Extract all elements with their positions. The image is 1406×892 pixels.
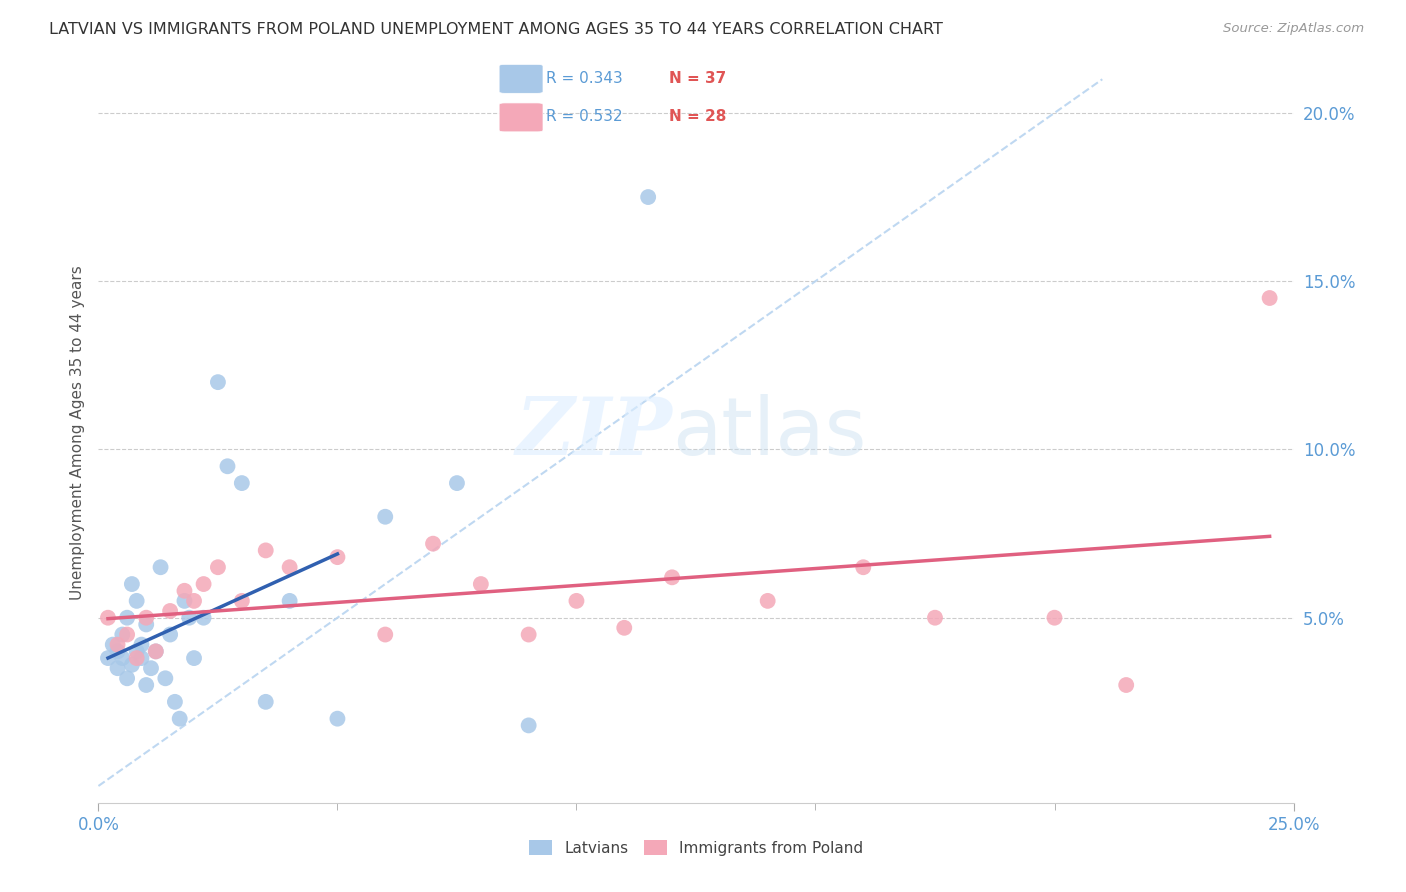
Point: [565, 594, 588, 608]
Point: [115, 671, 138, 685]
Point: [1115, 678, 1137, 692]
Point: [278, 594, 301, 608]
Point: [173, 583, 195, 598]
Point: [149, 560, 172, 574]
Point: [111, 627, 134, 641]
Point: [135, 610, 157, 624]
Point: [517, 627, 540, 641]
Point: [173, 594, 195, 608]
FancyBboxPatch shape: [499, 103, 543, 132]
Point: [145, 644, 167, 658]
Point: [183, 651, 205, 665]
Point: [139, 661, 162, 675]
Point: [254, 695, 277, 709]
Point: [97, 651, 120, 665]
Point: [163, 695, 186, 709]
Point: [254, 543, 277, 558]
Point: [97, 610, 120, 624]
Point: [1043, 610, 1066, 624]
Point: [278, 560, 301, 574]
Point: [422, 536, 444, 550]
Point: [107, 638, 129, 652]
Point: [125, 594, 148, 608]
Point: [231, 594, 253, 608]
Point: [145, 644, 167, 658]
Point: [326, 550, 349, 565]
Point: [193, 610, 215, 624]
Point: [231, 476, 253, 491]
Point: [125, 644, 148, 658]
Point: [193, 577, 215, 591]
Point: [159, 604, 181, 618]
FancyBboxPatch shape: [499, 64, 543, 94]
Point: [637, 190, 659, 204]
Text: N = 28: N = 28: [669, 109, 727, 124]
Point: [470, 577, 492, 591]
Point: [115, 610, 138, 624]
Point: [159, 627, 181, 641]
Point: [107, 661, 129, 675]
Point: [446, 476, 468, 491]
Text: atlas: atlas: [672, 393, 866, 472]
Point: [517, 718, 540, 732]
Point: [115, 627, 138, 641]
Text: ZIP: ZIP: [515, 394, 672, 471]
Text: R = 0.343: R = 0.343: [546, 71, 623, 86]
Text: LATVIAN VS IMMIGRANTS FROM POLAND UNEMPLOYMENT AMONG AGES 35 TO 44 YEARS CORRELA: LATVIAN VS IMMIGRANTS FROM POLAND UNEMPL…: [49, 22, 943, 37]
Legend: Latvians, Immigrants from Poland: Latvians, Immigrants from Poland: [523, 834, 869, 862]
Point: [374, 509, 396, 524]
Point: [374, 627, 396, 641]
Point: [852, 560, 875, 574]
Point: [756, 594, 779, 608]
Y-axis label: Unemployment Among Ages 35 to 44 years: Unemployment Among Ages 35 to 44 years: [69, 265, 84, 600]
Point: [661, 570, 683, 584]
Point: [135, 617, 157, 632]
Point: [169, 712, 191, 726]
Point: [155, 671, 177, 685]
Point: [121, 657, 143, 672]
Point: [207, 375, 229, 389]
Point: [207, 560, 229, 574]
Point: [613, 621, 636, 635]
Point: [179, 610, 201, 624]
Text: Source: ZipAtlas.com: Source: ZipAtlas.com: [1223, 22, 1364, 36]
Point: [135, 678, 157, 692]
Point: [131, 638, 153, 652]
Point: [217, 459, 239, 474]
Point: [111, 651, 134, 665]
Point: [121, 577, 143, 591]
Point: [183, 594, 205, 608]
Point: [326, 712, 349, 726]
Text: N = 37: N = 37: [669, 71, 727, 86]
Point: [1258, 291, 1281, 305]
Point: [131, 651, 153, 665]
Point: [107, 644, 129, 658]
Point: [125, 651, 148, 665]
Text: R = 0.532: R = 0.532: [546, 109, 623, 124]
Point: [924, 610, 946, 624]
Point: [101, 638, 124, 652]
